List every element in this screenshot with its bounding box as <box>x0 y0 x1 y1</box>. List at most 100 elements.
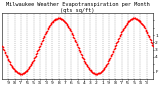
Point <box>120 33 122 34</box>
Point <box>41 41 43 42</box>
Point <box>85 64 88 66</box>
Point <box>51 21 54 22</box>
Point <box>75 42 77 43</box>
Point <box>108 60 110 61</box>
Point <box>73 39 76 40</box>
Point <box>61 19 64 21</box>
Point <box>133 18 136 19</box>
Point <box>5 55 8 57</box>
Point <box>118 36 121 37</box>
Point <box>7 59 10 61</box>
Point <box>11 66 13 67</box>
Point <box>46 29 49 30</box>
Point <box>148 37 151 38</box>
Point <box>55 18 58 19</box>
Point <box>55 18 57 20</box>
Point <box>133 18 135 19</box>
Point <box>85 63 87 65</box>
Point <box>56 18 59 19</box>
Point <box>66 24 68 26</box>
Point <box>82 59 85 60</box>
Point <box>13 69 15 70</box>
Point <box>40 42 43 43</box>
Point <box>80 55 83 56</box>
Point <box>96 73 98 74</box>
Point <box>73 37 75 39</box>
Point <box>127 21 129 23</box>
Point <box>89 70 92 71</box>
Point <box>24 71 27 72</box>
Point <box>104 66 106 68</box>
Point <box>12 67 14 68</box>
Point <box>35 54 37 55</box>
Point <box>75 43 78 45</box>
Point <box>20 73 22 74</box>
Point <box>149 38 151 39</box>
Point <box>140 23 143 24</box>
Point <box>58 18 60 19</box>
Point <box>86 66 89 67</box>
Point <box>20 73 23 74</box>
Point <box>3 50 5 51</box>
Point <box>26 69 29 71</box>
Point <box>9 63 12 64</box>
Point <box>21 73 24 74</box>
Point <box>108 58 111 60</box>
Point <box>140 22 142 23</box>
Point <box>116 41 118 43</box>
Point <box>130 18 133 20</box>
Point <box>50 23 53 24</box>
Point <box>121 30 123 32</box>
Point <box>34 55 37 56</box>
Point <box>36 52 38 54</box>
Point <box>94 73 96 74</box>
Point <box>126 22 128 24</box>
Point <box>80 53 82 55</box>
Point <box>42 38 44 39</box>
Point <box>100 71 103 72</box>
Point <box>131 18 133 19</box>
Point <box>150 41 152 42</box>
Point <box>77 46 79 47</box>
Point <box>18 73 20 74</box>
Point <box>123 26 126 27</box>
Point <box>115 44 117 46</box>
Point <box>63 20 65 22</box>
Point <box>117 38 120 40</box>
Point <box>25 71 27 72</box>
Point <box>61 19 63 20</box>
Point <box>98 72 101 74</box>
Point <box>144 29 147 30</box>
Point <box>139 21 141 22</box>
Point <box>56 18 58 19</box>
Point <box>139 21 142 23</box>
Point <box>47 27 49 29</box>
Point <box>28 67 31 68</box>
Point <box>107 61 109 62</box>
Point <box>149 39 152 41</box>
Point <box>132 18 134 19</box>
Point <box>5 54 7 55</box>
Point <box>39 45 41 46</box>
Point <box>65 22 67 24</box>
Point <box>113 49 115 50</box>
Point <box>62 20 65 21</box>
Point <box>124 25 127 26</box>
Point <box>119 34 121 36</box>
Point <box>16 72 19 73</box>
Point <box>152 45 154 47</box>
Point <box>17 72 20 74</box>
Point <box>65 23 68 25</box>
Point <box>104 65 107 67</box>
Point <box>91 72 94 73</box>
Point <box>102 69 104 70</box>
Point <box>130 19 132 20</box>
Point <box>52 20 55 22</box>
Point <box>118 37 120 38</box>
Point <box>24 72 26 73</box>
Point <box>144 28 146 29</box>
Point <box>123 27 125 28</box>
Point <box>4 53 7 54</box>
Point <box>53 19 56 21</box>
Point <box>87 67 90 69</box>
